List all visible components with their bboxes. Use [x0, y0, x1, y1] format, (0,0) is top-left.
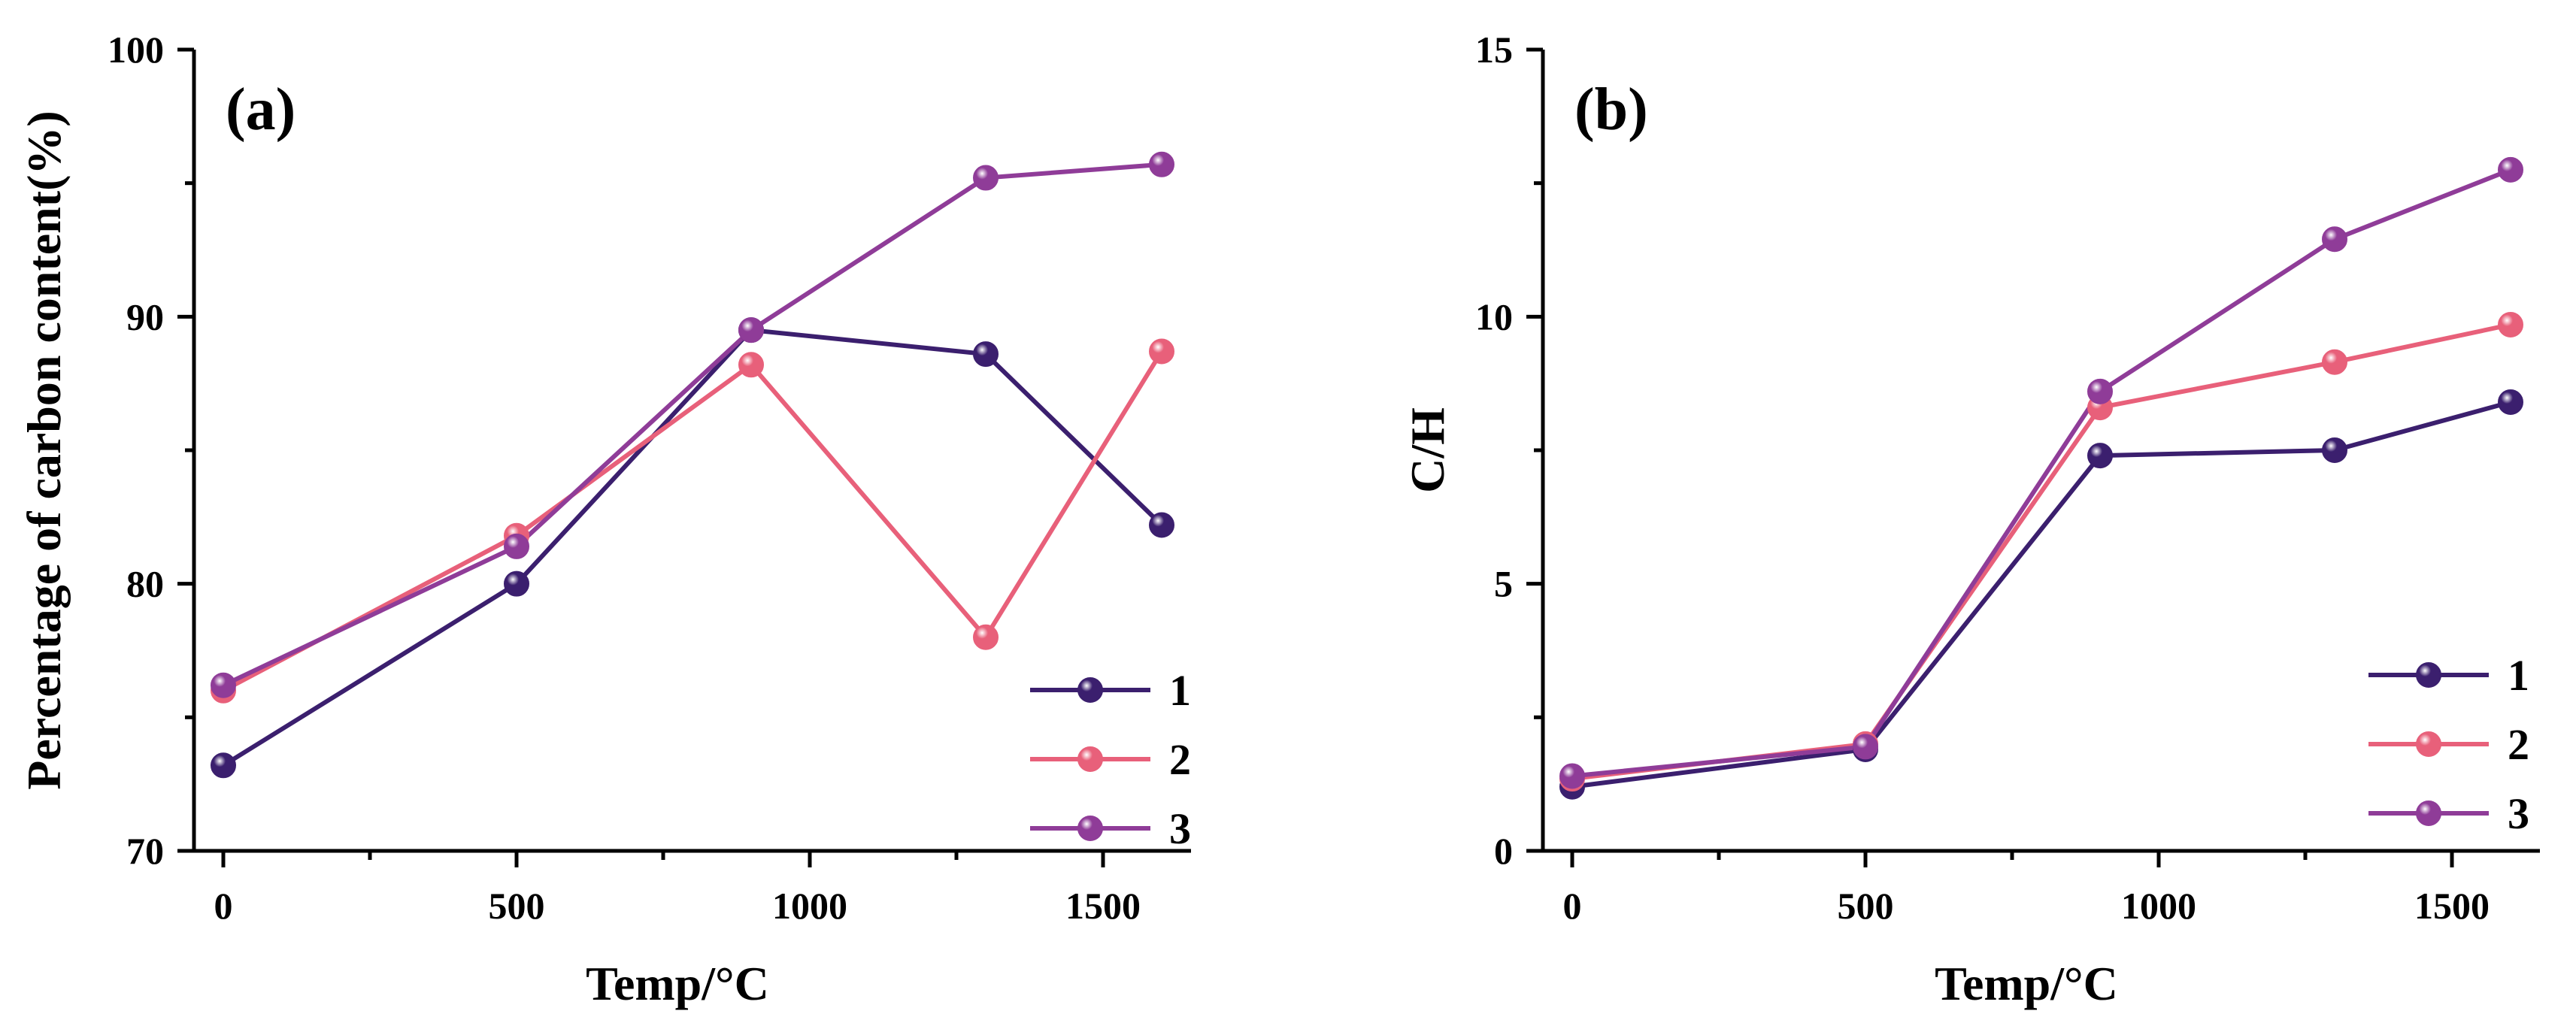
legend-label-1: 1 — [1169, 666, 1191, 715]
series-line-1 — [222, 328, 1164, 767]
y-tick-label: 100 — [108, 29, 164, 71]
data-point-1 — [2498, 389, 2523, 416]
legend-marker-3 — [1077, 816, 1103, 841]
x-tick-label: 1000 — [772, 885, 847, 927]
x-tick-label: 1000 — [2121, 885, 2196, 927]
data-point-2 — [738, 352, 764, 378]
x-tick-label: 500 — [489, 885, 545, 927]
legend-label-1: 1 — [2508, 651, 2529, 700]
x-tick-label: 500 — [1838, 885, 1894, 927]
y-axis-label: C/H — [1401, 407, 1454, 493]
x-tick-label: 1500 — [1065, 885, 1141, 927]
legend-marker-1 — [1077, 677, 1103, 703]
x-axis-label: Temp/°C — [1935, 957, 2118, 1010]
data-point-3 — [2087, 378, 2113, 404]
panel-b: 0 500 1000 1500 0 5 10 15 Temp/°C C/H (b) 1 2 3 — [1401, 29, 2540, 1010]
x-axis-label: Temp/°C — [586, 957, 769, 1010]
legend-marker-1 — [2416, 662, 2441, 688]
series-line-2 — [222, 350, 1164, 693]
panel-label: (b) — [1574, 77, 1648, 143]
data-point-3 — [504, 533, 529, 559]
series-line-2 — [1571, 322, 2511, 782]
x-tick-label: 0 — [214, 885, 233, 927]
series-line-1 — [1571, 400, 2511, 789]
data-point-3 — [973, 165, 999, 191]
y-tick-label: 70 — [126, 830, 164, 872]
legend-label-3: 3 — [2508, 789, 2529, 838]
y-tick-label: 10 — [1475, 295, 1513, 337]
data-point-1 — [504, 570, 529, 597]
y-tick-label: 15 — [1475, 29, 1513, 71]
series-line-3 — [222, 162, 1162, 688]
data-point-1 — [2322, 437, 2347, 463]
data-point-3 — [2498, 156, 2523, 183]
data-point-3 — [1149, 151, 1174, 177]
panel-a: 0 500 1000 1500 70 80 90 100 Temp/°C Percentage o… — [17, 29, 1191, 1010]
series-line-3 — [1571, 168, 2512, 779]
y-tick-label: 80 — [126, 563, 164, 605]
x-tick-label: 0 — [1563, 885, 1582, 927]
data-point-2 — [973, 624, 999, 650]
data-point-1 — [2087, 443, 2113, 469]
legend-label-3: 3 — [1169, 804, 1191, 853]
y-tick-label: 5 — [1494, 563, 1513, 605]
panel-label: (a) — [226, 77, 295, 143]
data-point-3 — [1559, 763, 1585, 789]
data-point-3 — [2322, 226, 2347, 253]
data-point-2 — [2322, 349, 2347, 375]
x-tick-label: 1500 — [2414, 885, 2490, 927]
data-point-2 — [1149, 338, 1174, 365]
data-point-1 — [1149, 512, 1174, 538]
legend-label-2: 2 — [2508, 720, 2529, 769]
data-point-1 — [211, 752, 236, 779]
y-tick-label: 0 — [1494, 830, 1513, 872]
data-point-3 — [1853, 734, 1878, 760]
data-point-3 — [738, 317, 764, 344]
legend-marker-2 — [1077, 746, 1103, 772]
legend-marker-2 — [2416, 731, 2441, 757]
legend-label-2: 2 — [1169, 735, 1191, 784]
y-axis-label: Percentage of carbon content(%) — [17, 110, 71, 789]
y-tick-label: 90 — [126, 295, 164, 337]
legend-marker-3 — [2416, 801, 2441, 826]
data-point-2 — [2498, 311, 2523, 337]
data-point-3 — [211, 672, 236, 698]
data-point-1 — [973, 341, 999, 368]
